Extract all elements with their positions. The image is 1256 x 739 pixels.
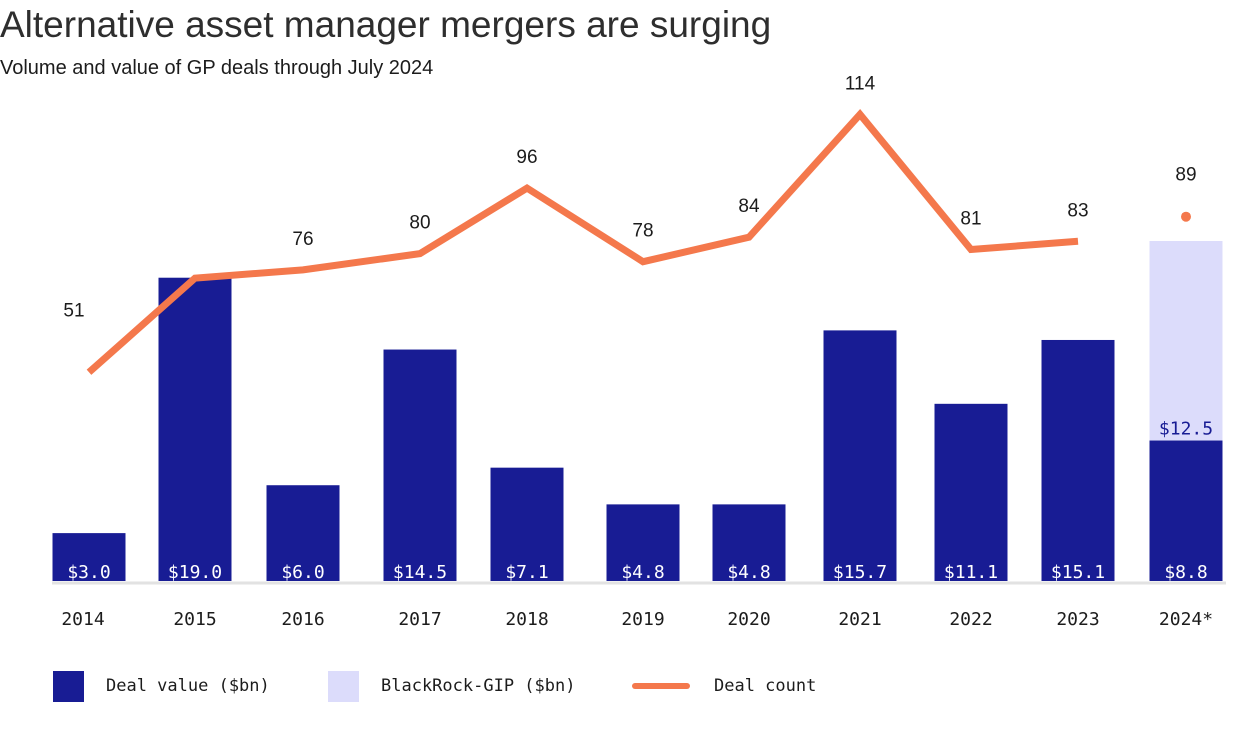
x-tick-2014: 2014 (61, 609, 104, 630)
bar-value-label-2017: $14.5 (393, 562, 447, 583)
bar-value-label-2018: $7.1 (505, 562, 548, 583)
legend-item-deal-value: Deal value ($bn) (53, 669, 270, 703)
bar-labels-layer: $3.0 $19.0 $6.0 $14.5 $7.1 $4.8 $4.8 $15.7 $11.1… (67, 419, 1213, 583)
chart-svg: $3.0 $19.0 $6.0 $14.5 $7.1 $4.8 $4.8 $15.7 $11.1… (52, 73, 1226, 630)
deal-count-label-2017: 80 (409, 213, 430, 234)
bar-value-label-2014: $3.0 (67, 562, 110, 583)
bar-deal-value-2020 (712, 504, 786, 581)
legend-label-deal-count: Deal count (714, 676, 817, 696)
bars-layer (52, 241, 1223, 581)
bar-deal-value-2023 (1041, 339, 1115, 581)
x-tick-2022: 2022 (949, 609, 992, 630)
deal-count-label-2015: 74 (184, 237, 206, 258)
bar-value-label-2021: $15.7 (833, 562, 887, 583)
legend-swatch-deal-count (632, 683, 690, 689)
deal-count-label-2018: 96 (516, 147, 537, 168)
x-axis-ticks: 2014 2015 2016 2017 2018 2019 2020 2021 2022 2023… (61, 609, 1213, 630)
bar-deal-value-2021 (823, 330, 897, 581)
bar-value-label-2022: $11.1 (944, 562, 998, 583)
deal-count-label-2016: 76 (292, 229, 313, 250)
deal-count-label-2024: 89 (1175, 165, 1196, 186)
x-tick-2024: 2024* (1159, 609, 1213, 630)
bar-value-label-2024: $8.8 (1164, 562, 1207, 583)
chart-title: Alternative asset manager mergers are su… (0, 4, 772, 45)
deal-count-label-2014: 51 (63, 300, 84, 321)
deal-count-label-2021: 114 (845, 73, 876, 94)
count-labels-layer: 51 74 76 80 96 78 84 114 81 83 89 (63, 73, 1196, 321)
x-tick-2015: 2015 (173, 609, 216, 630)
bar-value-label-2019: $4.8 (621, 562, 664, 583)
line-layer (86, 109, 1191, 375)
bar-deal-value-2014 (52, 533, 126, 581)
bar-value-label-2015: $19.0 (168, 562, 222, 583)
bar-value-label-2020: $4.8 (727, 562, 770, 583)
x-tick-2021: 2021 (838, 609, 881, 630)
chart-subtitle: Volume and value of GP deals through Jul… (0, 57, 434, 79)
deal-count-label-2022: 81 (960, 208, 981, 229)
bar-deal-value-2024 (1149, 440, 1223, 581)
legend-label-blackrock-gip: BlackRock-GIP ($bn) (381, 676, 576, 696)
legend-label-deal-value: Deal value ($bn) (106, 676, 270, 696)
bar-value-label-2023: $15.1 (1051, 562, 1105, 583)
deal-count-line (86, 109, 1079, 375)
x-tick-2020: 2020 (727, 609, 770, 630)
bar-deal-value-2015 (158, 277, 232, 581)
bar-deal-value-2017 (383, 349, 457, 581)
x-tick-2023: 2023 (1056, 609, 1099, 630)
legend-item-blackrock-gip: BlackRock-GIP ($bn) (328, 669, 575, 703)
bar-value-label-2016: $6.0 (281, 562, 324, 583)
deal-count-label-2020: 84 (738, 196, 760, 217)
x-tick-2019: 2019 (621, 609, 664, 630)
bar-blackrock-label-2024: $12.5 (1159, 419, 1213, 440)
legend-swatch-deal-value (53, 670, 84, 702)
bar-deal-value-2022 (934, 403, 1008, 581)
x-tick-2018: 2018 (505, 609, 548, 630)
bar-deal-value-2016 (266, 485, 340, 581)
deal-count-label-2019: 78 (632, 221, 653, 242)
legend-swatch-blackrock-gip (328, 670, 359, 702)
x-tick-2017: 2017 (398, 609, 441, 630)
bar-deal-value-2018 (490, 467, 564, 581)
legend-item-deal-count: Deal count (632, 669, 816, 703)
deal-count-point-2024 (1181, 211, 1191, 222)
deal-count-label-2023: 83 (1067, 200, 1088, 221)
x-tick-2016: 2016 (281, 609, 324, 630)
bar-deal-value-2019 (606, 504, 680, 581)
